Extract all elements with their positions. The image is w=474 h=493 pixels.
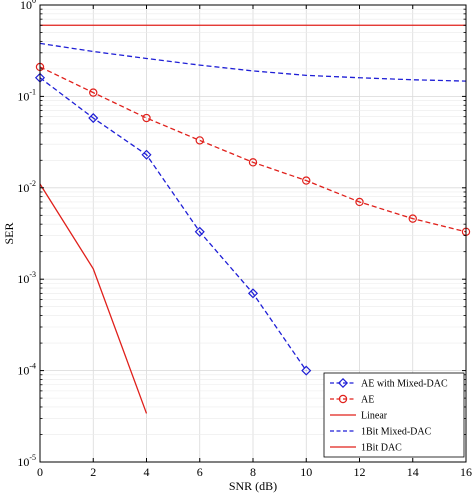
x-tick-label: 8 (250, 465, 256, 479)
y-tick-label: 10-2 (17, 179, 36, 195)
x-tick-label: 14 (407, 465, 419, 479)
x-axis-label: SNR (dB) (229, 479, 277, 493)
x-tick-label: 2 (90, 465, 96, 479)
tick-marks (39, 4, 467, 463)
y-tick-label: 10-4 (17, 362, 36, 378)
x-tick-label: 6 (197, 465, 203, 479)
series-layer (34, 24, 471, 414)
series-line (39, 183, 148, 414)
diamond-marker (247, 288, 259, 299)
circle-marker (355, 197, 364, 207)
diamond-marker (337, 377, 349, 389)
diamond-marker (194, 226, 205, 237)
series-line (39, 77, 307, 371)
y-tick-label: 10-3 (17, 270, 36, 286)
y-tick-label: 10-1 (17, 87, 36, 103)
circle-marker (338, 394, 348, 404)
series-1 (35, 62, 471, 237)
circle-marker (89, 88, 98, 97)
x-tick-label: 4 (144, 465, 150, 479)
x-tick-labels: 0 2 4 6 8 10 12 14 16 (37, 465, 472, 479)
x-tick-label: 16 (460, 465, 472, 479)
y-tick-label: 10-5 (17, 453, 36, 469)
y-tick-label: 100 (20, 0, 36, 12)
legend-label: AE with Mixed-DAC (361, 379, 448, 390)
series-2 (39, 183, 148, 414)
y-tick-labels: 100 10-1 10-2 10-3 10-4 10-5 (17, 0, 36, 469)
circle-marker (408, 214, 417, 223)
legend-label: 1Bit DAC (361, 443, 402, 454)
diamond-marker (301, 365, 312, 376)
diamond-marker (141, 149, 152, 160)
x-tick-label: 12 (354, 465, 366, 479)
diamond-marker (88, 112, 99, 124)
circle-marker (142, 113, 151, 123)
circle-marker (195, 136, 204, 145)
legend-label: 1Bit Mixed-DAC (361, 427, 432, 438)
y-axis-label: SER (2, 222, 16, 244)
legend-label: Linear (361, 411, 388, 422)
circle-marker (248, 158, 258, 167)
x-tick-label: 0 (37, 465, 43, 479)
legend-label: AE (361, 395, 374, 406)
circle-marker (302, 176, 311, 185)
series-line (39, 66, 467, 233)
x-tick-label: 10 (300, 465, 312, 479)
legend: AE with Mixed-DAC AE Linear 1Bit Mixed-DAC 1… (323, 372, 465, 458)
